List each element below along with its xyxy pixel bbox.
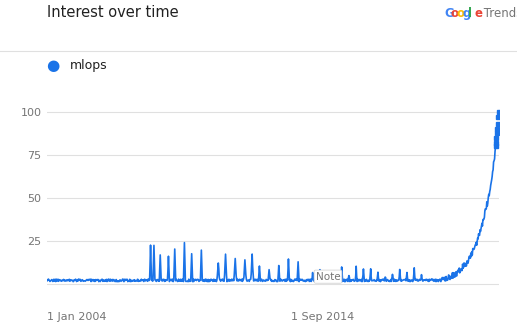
Text: mlops: mlops — [70, 59, 108, 72]
Text: ●: ● — [47, 58, 60, 73]
Text: 1 Jan 2004: 1 Jan 2004 — [47, 312, 106, 322]
Text: g: g — [462, 7, 470, 20]
Text: Interest over time: Interest over time — [47, 5, 178, 20]
Text: Note: Note — [316, 272, 340, 282]
Text: l: l — [468, 7, 472, 20]
Text: 1 Sep 2014: 1 Sep 2014 — [291, 312, 354, 322]
Text: e: e — [474, 7, 482, 20]
Text: Trends: Trends — [480, 7, 517, 20]
Text: o: o — [456, 7, 464, 20]
Text: G: G — [444, 7, 454, 20]
Text: o: o — [450, 7, 458, 20]
